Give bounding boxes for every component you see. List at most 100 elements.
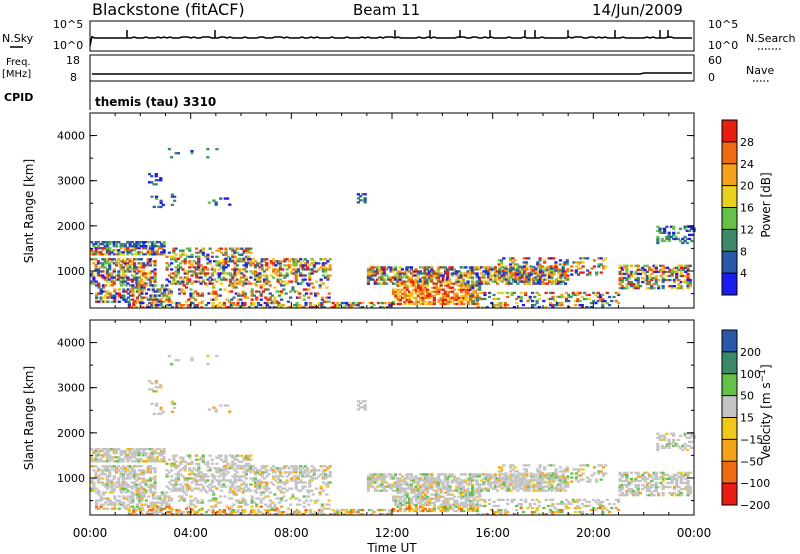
power-cell [304, 304, 307, 306]
power-cell [188, 266, 191, 268]
power-cell [175, 276, 178, 278]
velocity-cell [149, 487, 152, 489]
velocity-cell [201, 501, 204, 503]
power-cell [621, 269, 624, 271]
power-cell [179, 262, 182, 264]
power-cell [562, 268, 565, 270]
power-cell [403, 291, 406, 293]
power-cell [258, 280, 261, 282]
power-cell [550, 276, 553, 278]
velocity-cell [361, 509, 364, 511]
velocity-cell [419, 502, 422, 504]
power-cell [131, 292, 134, 294]
power-cell [601, 298, 604, 300]
velocity-cell [385, 475, 388, 477]
power-cell [282, 288, 285, 290]
velocity-cell [306, 473, 309, 475]
power-cell [138, 276, 141, 278]
power-cell [588, 271, 591, 273]
velocity-cell [408, 506, 411, 508]
power-cell [252, 302, 255, 304]
velocity-cell [102, 493, 105, 495]
power-cell [630, 265, 633, 267]
velocity-cell [162, 448, 165, 450]
velocity-cell [149, 465, 152, 467]
velocity-cell [171, 509, 174, 511]
velocity-cell [279, 485, 282, 487]
velocity-cell [433, 504, 436, 506]
power-cell [397, 293, 400, 295]
power-cell [403, 303, 406, 305]
velocity-cell [95, 456, 98, 458]
power-cell [269, 296, 272, 298]
power-cell [502, 257, 505, 259]
power-cell [97, 260, 100, 262]
velocity-cell [489, 485, 492, 487]
power-cell [681, 238, 684, 240]
velocity-cell [559, 485, 562, 487]
power-cell [188, 260, 191, 262]
velocity-cell [131, 495, 134, 497]
power-cell [364, 193, 367, 195]
velocity-cell [175, 483, 178, 485]
power-cell [196, 292, 199, 294]
power-cell [394, 268, 397, 270]
power-cell [177, 264, 180, 266]
power-cell [383, 272, 386, 274]
velocity-cell [154, 491, 157, 493]
velocity-cell [258, 469, 261, 471]
power-cell [455, 303, 458, 305]
power-cell [417, 301, 420, 303]
power-cell [606, 292, 609, 294]
power-cell [608, 296, 611, 298]
power-cell [603, 300, 606, 302]
power-cell [233, 250, 236, 252]
power-cell [237, 292, 240, 294]
power-cell [243, 274, 246, 276]
velocity-cell [153, 485, 156, 487]
power-cell [453, 268, 456, 270]
power-cell [104, 284, 107, 286]
velocity-cell [108, 473, 111, 475]
power-cell [255, 296, 258, 298]
velocity-cell [97, 479, 100, 481]
velocity-cell [419, 494, 422, 496]
nsky-tick-low: 10^0 [53, 39, 83, 52]
velocity-cell [115, 471, 118, 473]
velocity-cell [261, 473, 264, 475]
velocity-cell [308, 483, 311, 485]
power-cell [414, 268, 417, 270]
velocity-cell [252, 465, 255, 467]
power-cell [124, 284, 127, 286]
velocity-cell [298, 511, 301, 513]
power-colorbar: 282420161284 [722, 120, 754, 295]
velocity-cell [95, 471, 98, 473]
power-cell [244, 294, 247, 296]
velocity-cell [419, 477, 422, 479]
power-cell [399, 291, 402, 293]
power-cell [525, 268, 528, 270]
velocity-cell [233, 469, 236, 471]
velocity-cell [143, 495, 146, 497]
power-cell [472, 298, 475, 300]
freq-unit: [MHz] [2, 69, 31, 80]
power-cell [637, 287, 640, 289]
power-cell [169, 304, 172, 306]
power-cell [211, 272, 214, 274]
velocity-cell [389, 473, 392, 475]
power-cell [588, 273, 591, 275]
velocity-cell [389, 487, 392, 489]
power-cell [559, 282, 562, 284]
velocity-cell [204, 481, 207, 483]
power-cell [224, 262, 227, 264]
power-cell [287, 301, 290, 303]
power-cell [455, 272, 458, 274]
power-cell [433, 295, 436, 297]
velocity-cell [140, 465, 143, 467]
power-cell [460, 291, 463, 293]
velocity-cell [209, 483, 212, 485]
velocity-cell [321, 503, 324, 505]
power-cell [261, 266, 264, 268]
velocity-cell [216, 511, 219, 513]
power-cell [202, 280, 205, 282]
